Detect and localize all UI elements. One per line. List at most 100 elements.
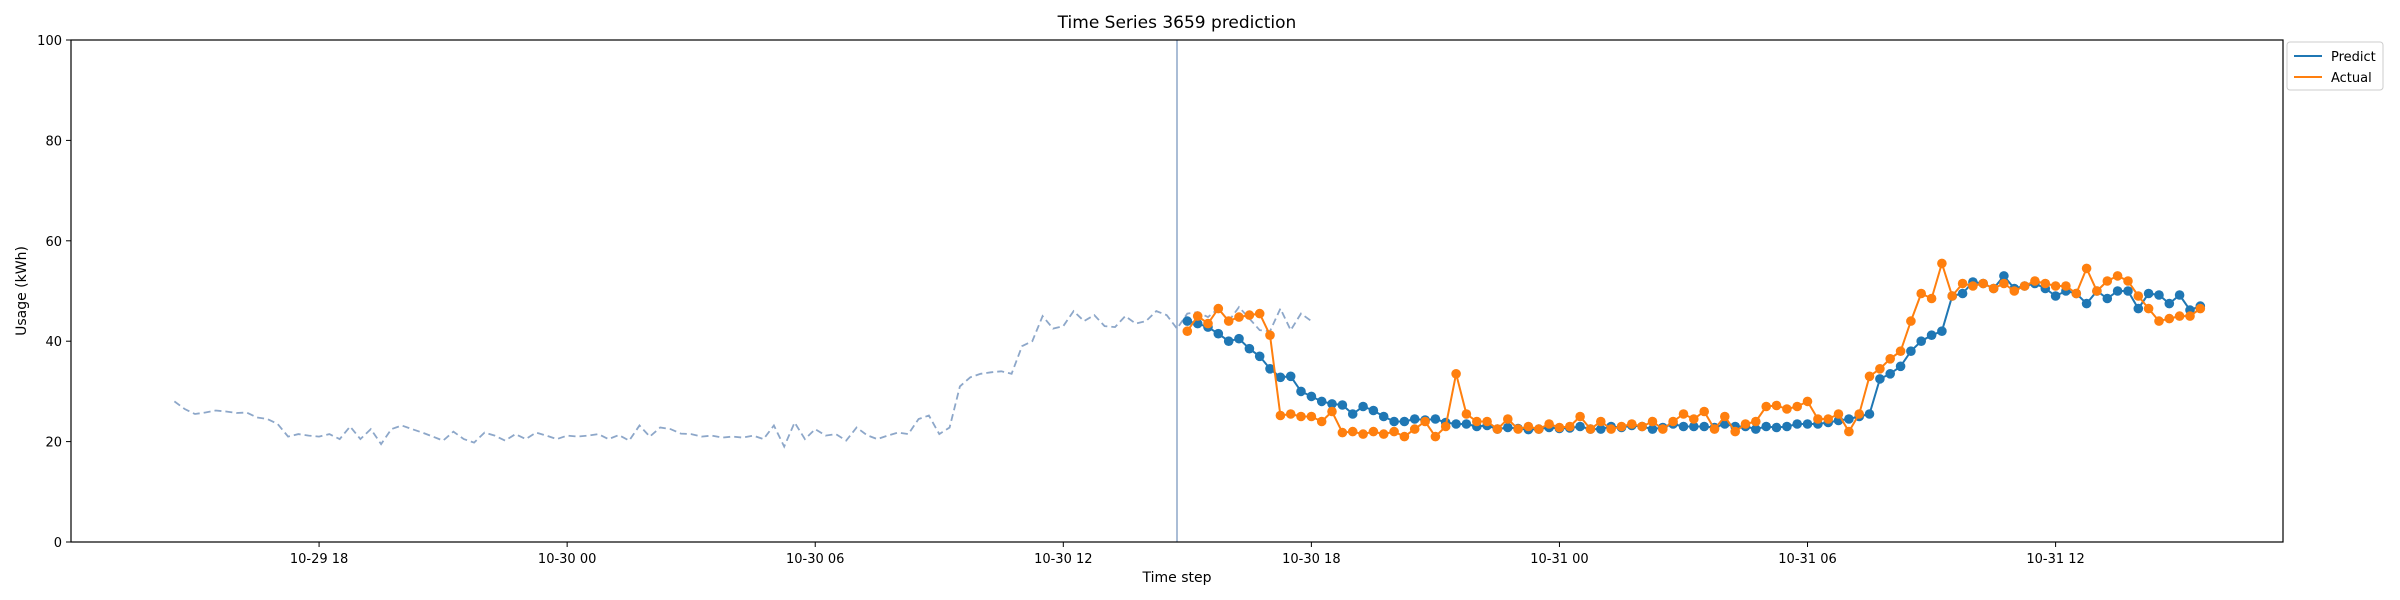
- data-point-actual: [2061, 281, 2071, 291]
- data-point-predict: [1864, 409, 1875, 419]
- data-point-predict: [1926, 330, 1937, 341]
- y-tick-label: 80: [45, 134, 62, 149]
- data-point-predict: [1234, 333, 1244, 344]
- x-tick-label: 10-30 00: [538, 552, 596, 567]
- data-point-actual: [1875, 364, 1885, 374]
- data-point-actual: [1296, 411, 1306, 422]
- data-point-actual: [1316, 416, 1327, 427]
- data-point-actual: [1347, 426, 1358, 437]
- data-point-predict: [2143, 288, 2154, 299]
- data-point-actual: [1771, 400, 1782, 411]
- data-point-actual: [1978, 278, 1988, 289]
- data-point-actual: [2040, 278, 2051, 289]
- data-point-predict: [2102, 293, 2113, 304]
- data-point-actual: [1203, 318, 1213, 329]
- data-point-predict: [1285, 371, 1296, 382]
- data-point-actual: [2154, 316, 2164, 326]
- data-point-actual: [1554, 422, 1565, 433]
- data-point-actual: [1192, 311, 1203, 321]
- data-point-actual: [2050, 281, 2061, 291]
- data-point-actual: [1358, 429, 1368, 439]
- data-point-actual: [1440, 421, 1451, 432]
- data-point-actual: [1668, 416, 1678, 427]
- data-point-predict: [1358, 401, 1368, 412]
- data-point-actual: [2123, 276, 2133, 286]
- data-point-actual: [2071, 288, 2082, 299]
- data-point-predict: [1771, 422, 1782, 433]
- data-point-predict: [1347, 409, 1358, 419]
- chart-title: Time Series 3659 prediction: [1057, 13, 1297, 33]
- data-point-actual: [1513, 424, 1523, 434]
- data-point-predict: [1503, 422, 1513, 433]
- data-point-actual: [1223, 316, 1234, 326]
- data-point-actual: [1937, 258, 1947, 269]
- data-point-actual: [2143, 303, 2154, 314]
- data-point-actual: [1523, 421, 1534, 432]
- data-point-actual: [1968, 281, 1978, 291]
- data-point-predict: [1254, 351, 1265, 362]
- data-point-actual: [2102, 276, 2113, 286]
- data-point-actual: [1389, 426, 1399, 437]
- data-point-actual: [1988, 283, 1999, 294]
- data-point-actual: [2164, 313, 2175, 324]
- data-point-actual: [1234, 312, 1244, 322]
- x-tick-label: 10-31 12: [2026, 552, 2084, 567]
- data-point-predict: [1306, 391, 1317, 402]
- data-point-predict: [1916, 336, 1926, 347]
- x-axis-title: Time step: [1142, 570, 1212, 586]
- data-point-actual: [1409, 424, 1420, 434]
- data-point-actual: [1275, 410, 1286, 421]
- data-point-actual: [1482, 416, 1492, 427]
- data-point-actual: [1430, 431, 1441, 442]
- data-point-predict: [1596, 424, 1606, 434]
- axes: 0 20 40 60 80 100 10-29 18 10-30 00 10-30 06 10-3…: [37, 34, 2085, 567]
- data-point-predict: [1213, 328, 1224, 339]
- data-point-predict: [1885, 369, 1895, 379]
- data-point-predict: [1296, 386, 1306, 397]
- data-point-actual: [2112, 271, 2123, 281]
- data-point-actual: [1461, 409, 1472, 419]
- data-point-predict: [2081, 298, 2092, 309]
- data-point-actual: [1802, 396, 1813, 407]
- data-point-predict: [1430, 414, 1441, 424]
- data-point-actual: [1833, 409, 1844, 419]
- data-point-actual: [2081, 263, 2092, 274]
- data-point-actual: [1182, 326, 1193, 337]
- data-point-actual: [1565, 421, 1575, 432]
- data-point-predict: [1751, 424, 1761, 434]
- data-point-actual: [1627, 419, 1637, 429]
- data-point-predict: [1689, 421, 1699, 432]
- data-point-predict: [1265, 364, 1275, 374]
- data-point-actual: [2133, 291, 2144, 301]
- data-point-actual: [1503, 414, 1513, 424]
- data-point-actual: [1472, 416, 1482, 427]
- data-point-actual: [1637, 421, 1647, 432]
- x-tick-label: 10-30 12: [1034, 552, 1092, 567]
- x-tick-label: 10-30 06: [786, 552, 844, 567]
- data-point-predict: [1368, 405, 1379, 416]
- data-point-predict: [1275, 372, 1286, 383]
- y-tick-label: 0: [54, 536, 62, 551]
- data-point-predict: [2123, 286, 2133, 296]
- data-point-predict: [1792, 419, 1802, 429]
- y-tick-label: 60: [45, 235, 62, 250]
- data-point-actual: [1606, 424, 1616, 434]
- data-point-predict: [2133, 303, 2144, 314]
- data-point-predict: [2174, 290, 2185, 300]
- data-point-actual: [1399, 431, 1410, 442]
- data-point-predict: [2112, 286, 2123, 296]
- data-point-actual: [2185, 311, 2195, 321]
- data-point-actual: [2009, 286, 2020, 296]
- data-point-predict: [1182, 316, 1193, 326]
- data-point-predict: [1906, 346, 1916, 357]
- data-point-predict: [1957, 288, 1968, 299]
- y-tick-label: 20: [45, 436, 62, 451]
- data-point-actual: [1699, 406, 1709, 417]
- data-point-actual: [1658, 424, 1668, 434]
- plot-area: [173, 40, 2206, 542]
- data-point-actual: [1327, 406, 1337, 417]
- data-point-actual: [1947, 291, 1957, 301]
- data-point-actual: [1306, 411, 1317, 422]
- data-point-actual: [1596, 416, 1606, 427]
- data-point-predict: [2164, 298, 2175, 309]
